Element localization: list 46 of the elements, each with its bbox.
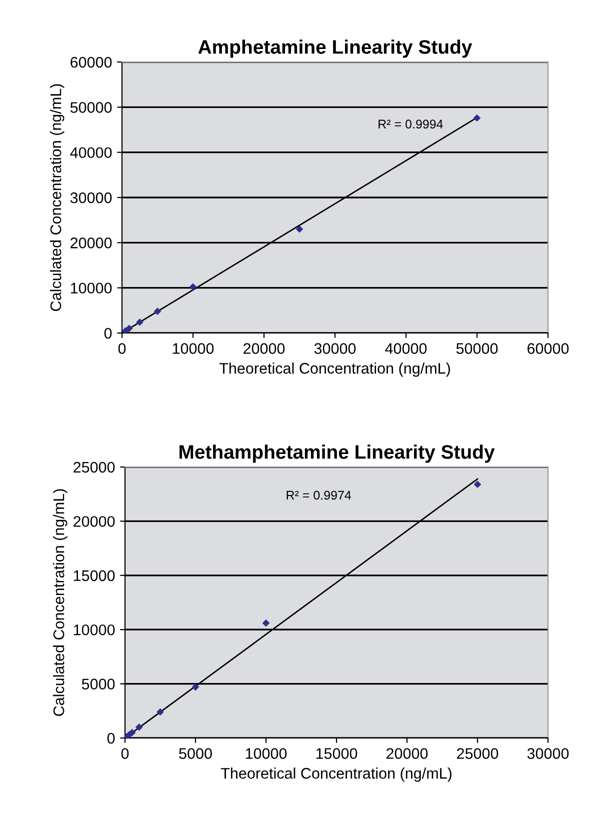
point [296, 225, 304, 233]
x-tick-label: 25000 [457, 748, 498, 759]
x-tick-label: 60000 [528, 343, 569, 354]
point [262, 619, 270, 627]
y-tick-label: 50000 [70, 102, 112, 113]
point [156, 708, 164, 716]
point [474, 480, 482, 488]
y-tick-label: 60000 [70, 56, 112, 68]
y-tick-label: 40000 [70, 147, 112, 158]
chart-title: Amphetamine Linearity Study [198, 40, 472, 58]
y-tick-label: 15000 [74, 570, 115, 582]
point [154, 308, 162, 315]
point [136, 318, 144, 326]
annotation: R² = 0.9994 [378, 120, 443, 129]
x-tick-label: 20000 [244, 343, 285, 354]
x-axis-title: Theoretical Concentration (ng/mL) [219, 362, 450, 377]
annotation: R² = 0.9974 [286, 490, 352, 500]
x-tick-label: 30000 [314, 343, 356, 354]
x-tick-label: 15000 [316, 748, 358, 759]
x-tick-label: 50000 [456, 343, 498, 354]
y-tick-label: 10000 [70, 282, 112, 294]
y-tick-label: 25000 [74, 462, 115, 473]
x-tick-label: 5000 [179, 748, 212, 759]
y-tick-label: 0 [104, 328, 112, 339]
y-tick-label: 20000 [74, 516, 115, 527]
x-tick-label: 30000 [527, 748, 569, 759]
y-tick-label: 30000 [70, 192, 112, 204]
x-tick-label: 10000 [172, 343, 214, 354]
point [192, 683, 200, 691]
y-axis-title: Calculated Concentration (ng/mL) [53, 489, 68, 716]
x-tick-label: 20000 [386, 748, 428, 759]
y-tick-label: 20000 [70, 238, 112, 248]
point [473, 114, 481, 122]
y-tick-label: 0 [107, 732, 115, 744]
chart-title: Methamphetamine Linearity Study [180, 444, 495, 463]
x-tick-label: 0 [118, 343, 126, 354]
y-axis-title: Calculated Concentration (ng/mL) [50, 84, 64, 311]
x-tick-label: 10000 [246, 748, 287, 759]
point [125, 324, 133, 332]
point [135, 723, 143, 731]
point [189, 283, 197, 291]
y-tick-label: 10000 [74, 624, 115, 636]
x-axis-title: Theoretical Concentration (ng/mL) [220, 768, 452, 782]
x-tick-label: 40000 [385, 343, 427, 354]
x-tick-label: 0 [121, 748, 129, 759]
y-tick-label: 5000 [82, 678, 115, 690]
